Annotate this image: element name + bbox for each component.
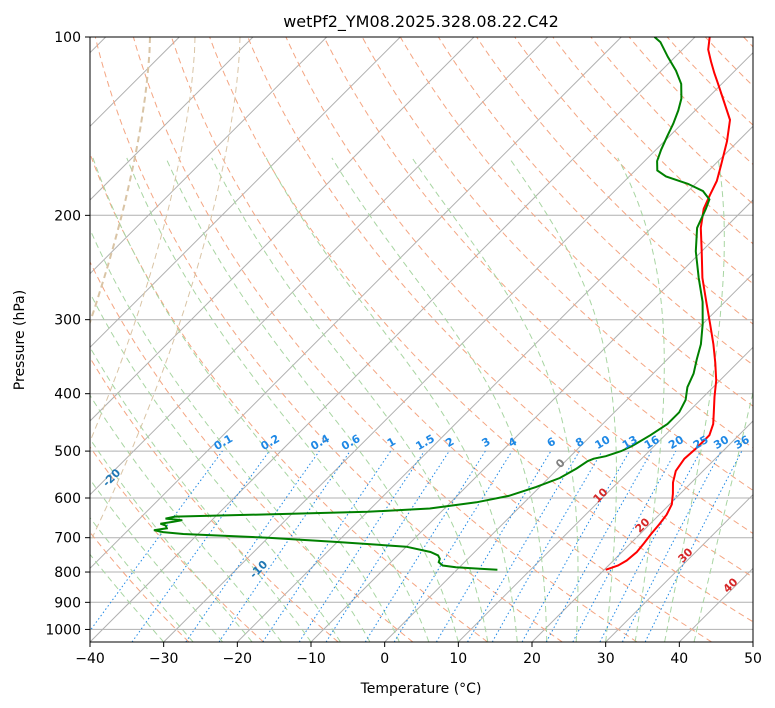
dry-adiabat-line (90, 446, 264, 642)
moist-adiabat-line (165, 157, 459, 642)
moist-adiabat-line (90, 228, 371, 642)
temperature-profile-line (605, 37, 732, 571)
decorative-curve (90, 37, 241, 544)
decorative-curve (90, 37, 151, 326)
dry-adiabat-line (90, 260, 414, 642)
moist-adiabat-line (617, 157, 665, 642)
moist-adiabat-line (90, 292, 341, 642)
mixing-ratio-line (572, 450, 677, 642)
x-tick-label: 40 (670, 651, 688, 667)
mixing-ratio-line (435, 450, 552, 642)
y-tick-label: 500 (54, 444, 81, 460)
isotherm-line (90, 37, 401, 349)
isotherm-line (90, 37, 622, 570)
x-tick-label: −20 (223, 651, 253, 667)
x-tick-label: −10 (296, 651, 326, 667)
mixing-ratio-line (185, 450, 320, 642)
y-tick-label: 200 (54, 208, 81, 224)
mixing-ratio-line (218, 450, 351, 642)
dry-adiabat-line (514, 37, 753, 285)
dewpoint-profile-line (153, 37, 711, 571)
mixing-ratio-line (521, 450, 630, 642)
axes: −40 −30 −20 −10 0 10 20 30 40 50 100 200 300 400 500 60… (45, 30, 762, 667)
isotherm-line (90, 37, 254, 201)
dry-adiabat-line (628, 37, 753, 166)
moist-adiabat-line (90, 346, 312, 642)
y-tick-label: 400 (54, 387, 81, 403)
y-axis-label: Pressure (hPa) (12, 290, 28, 390)
mixing-ratio-line (545, 450, 653, 642)
moist-adiabat-line (411, 157, 579, 642)
moist-adiabat-line (211, 157, 489, 642)
moist-adiabat-line (331, 157, 548, 642)
mixing-ratio-line (90, 450, 223, 632)
mixing-ratio-line (131, 450, 270, 642)
profile-lines (153, 37, 732, 571)
moist-adiabat-line (92, 157, 400, 642)
moist-adiabat-line (693, 390, 753, 642)
moist-adiabat-line (90, 438, 253, 642)
dry-adiabat-line (247, 37, 753, 578)
mixing-ratio-line (364, 450, 486, 642)
mixing-ratio-line (393, 450, 513, 642)
x-axis-label: Temperature (°C) (360, 681, 482, 697)
y-tick-label: 700 (54, 531, 81, 547)
x-tick-label: 50 (744, 651, 762, 667)
isotherm-line (384, 272, 753, 642)
plot-frame (89, 36, 754, 643)
background-lines (90, 37, 753, 642)
moist-adiabat-line (90, 478, 223, 642)
x-tick-label: 30 (597, 651, 615, 667)
isotherm-line (531, 420, 753, 642)
moist-adiabat-line (664, 157, 725, 642)
y-tick-label: 1000 (45, 622, 81, 638)
y-tick-label: 900 (54, 595, 81, 611)
mixing-ratio-line (491, 450, 603, 642)
isotherm-line (605, 493, 753, 642)
y-tick-label: 800 (54, 565, 81, 581)
chart-title: wetPf2_YM08.2025.328.08.22.C42 (283, 12, 559, 32)
x-tick-label: 10 (449, 651, 467, 667)
dry-adiabat-line (399, 37, 753, 407)
y-tick-label: 100 (54, 30, 81, 46)
isotherm-line (90, 37, 475, 422)
moist-adiabat-line (126, 157, 430, 642)
y-tick-label: 300 (54, 313, 81, 329)
moist-adiabat-line (90, 553, 165, 642)
x-tick-label: −30 (149, 651, 179, 667)
dry-adiabat-line (323, 37, 753, 491)
isotherm-line (163, 51, 753, 642)
x-tick-label: −40 (75, 651, 105, 667)
mixing-ratio-line (467, 450, 580, 642)
moist-adiabat-line (90, 394, 282, 642)
dry-adiabat-line (94, 37, 563, 642)
moist-adiabat-line (508, 157, 617, 642)
decorative-curve (90, 37, 196, 443)
isotherm-line (90, 37, 696, 642)
dry-adiabat-line (132, 37, 638, 642)
dry-adiabat-line (476, 37, 753, 325)
dry-adiabat-line (209, 37, 753, 623)
isotherm-line (90, 37, 328, 275)
mixing-ratio-line (325, 450, 450, 642)
isotherm-line (90, 37, 549, 496)
dry-adiabat-line (361, 37, 753, 449)
x-tick-label: 20 (523, 651, 541, 667)
isotherm-line (457, 346, 753, 642)
y-tick-label: 600 (54, 491, 81, 507)
moist-adiabat-line (90, 516, 194, 642)
x-tick-label: 0 (380, 651, 389, 667)
